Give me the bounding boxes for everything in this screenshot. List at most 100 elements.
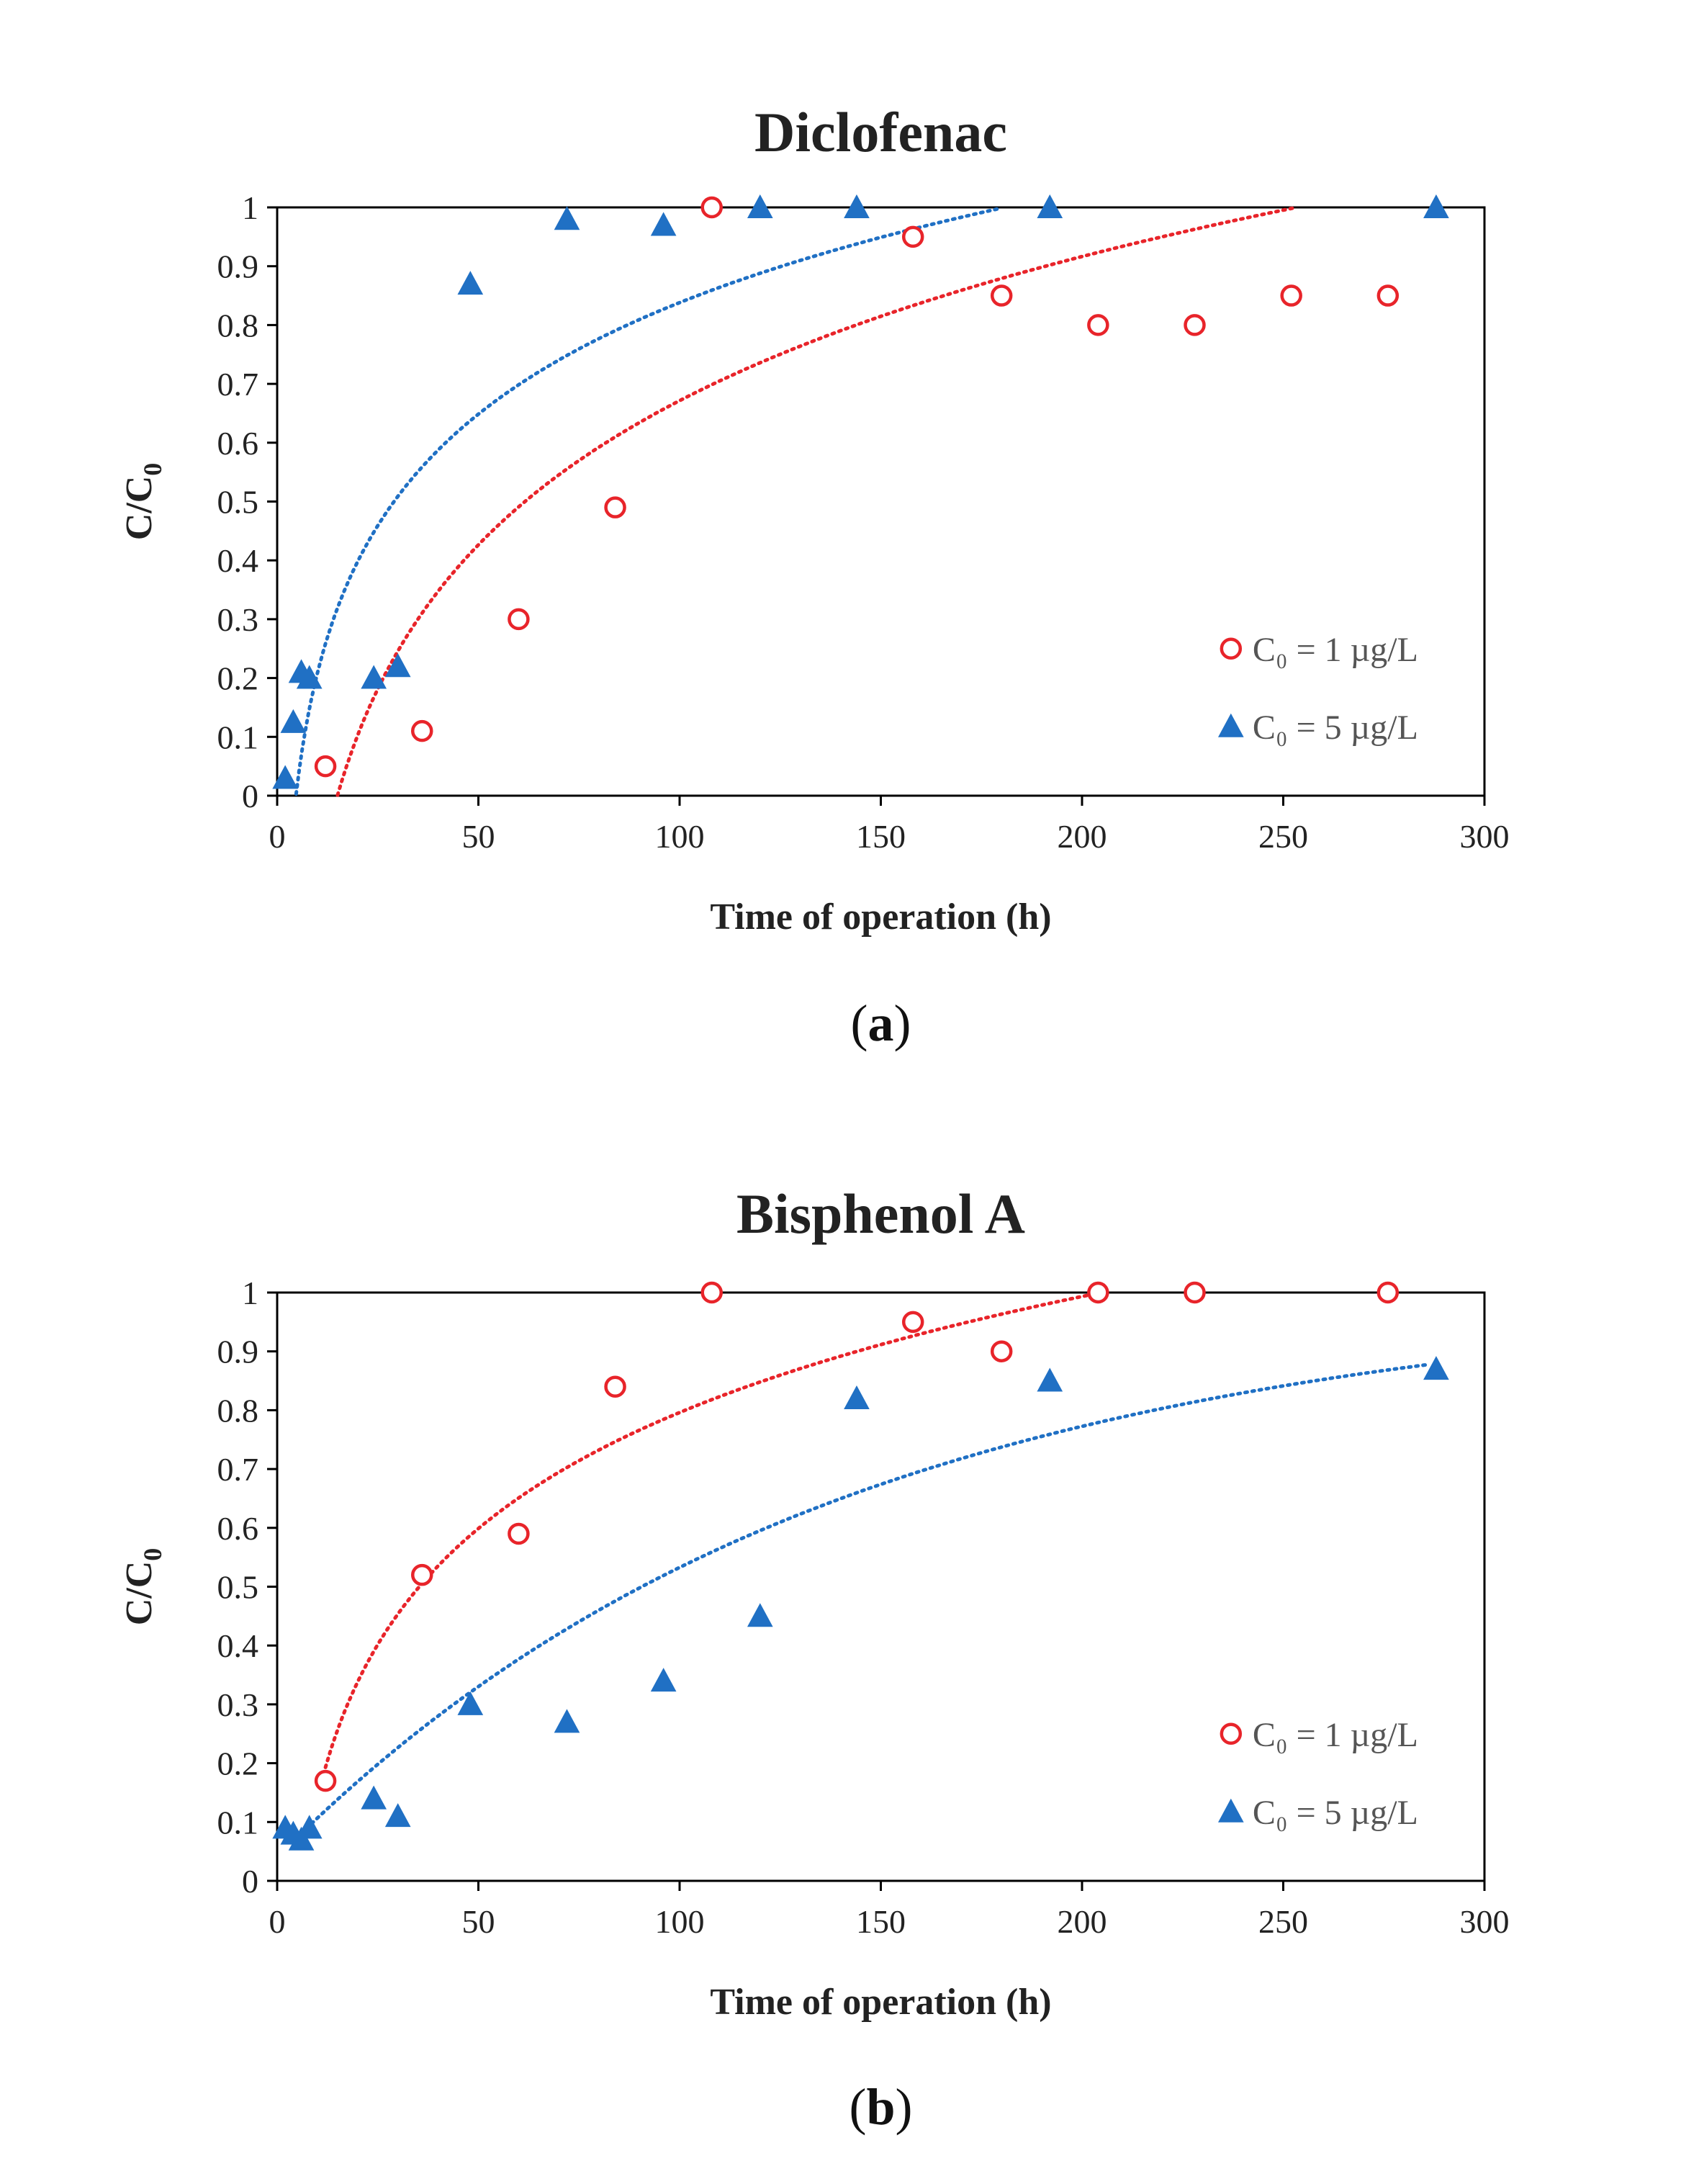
y-axis-label-main: C/C (119, 1561, 160, 1626)
chart-panel-a: Diclofenac00.10.20.30.40.50.60.70.80.910… (119, 101, 1510, 1052)
x-tick-label: 250 (1258, 818, 1308, 855)
legend-label: C₀ = 5 µg/L (1253, 1794, 1418, 1832)
data-point-c0-5 (554, 1709, 580, 1733)
y-tick-label: 0.5 (217, 484, 259, 521)
x-tick-label: 300 (1460, 818, 1510, 855)
data-point-c0-5 (1423, 194, 1449, 218)
data-point-c0-1 (1280, 284, 1302, 307)
data-point-c0-1 (1184, 1281, 1206, 1304)
y-axis-label: C/C0 (119, 1548, 167, 1626)
y-axis-label: C/C0 (119, 463, 167, 541)
legend-marker (1217, 713, 1244, 737)
y-tick-label: 0.4 (217, 1627, 259, 1664)
data-point-c0-5 (1423, 1356, 1449, 1380)
data-point-c0-1 (314, 755, 337, 778)
data-point-c0-5 (747, 194, 773, 218)
panel-caption: (a) (851, 994, 911, 1052)
data-point-c0-1 (508, 608, 530, 631)
x-tick-label: 50 (462, 1903, 495, 1940)
panel-caption-letter: b (866, 2078, 895, 2136)
x-tick-label: 100 (655, 818, 705, 855)
x-tick-label: 0 (269, 1903, 286, 1940)
data-point-c0-1 (901, 1311, 924, 1334)
legend-label: C₀ = 1 µg/L (1253, 631, 1418, 669)
data-point-c0-5 (844, 1385, 870, 1410)
trendline-c0-1 (323, 1291, 1100, 1769)
y-tick-label: 0.2 (217, 660, 259, 697)
data-point-c0-1 (1376, 284, 1400, 307)
data-point-c0-5 (384, 1803, 411, 1828)
y-axis-label-subscript: 0 (138, 1548, 167, 1561)
data-point-c0-1 (604, 1375, 626, 1398)
y-tick-label: 0.8 (217, 307, 259, 343)
x-tick-label: 300 (1460, 1903, 1510, 1940)
y-axis-label-subscript: 0 (138, 463, 167, 476)
chart-title: Bisphenol A (736, 1182, 1025, 1245)
legend-label: C₀ = 5 µg/L (1253, 709, 1418, 747)
y-tick-label: 0.3 (217, 601, 259, 638)
trendline-c0-5 (294, 206, 1004, 796)
x-tick-label: 200 (1058, 1903, 1107, 1940)
chart-panel-b: Bisphenol A 0 0.1 0.2 0.3 0.4 0.5 0.6 0.7 0.8 0.9 1… (119, 1182, 1510, 2136)
data-point-c0-5 (361, 665, 387, 689)
data-point-c0-5 (384, 653, 411, 678)
data-point-c0-5 (272, 765, 299, 789)
x-tick-label: 150 (856, 818, 906, 855)
x-tick-label: 0 (269, 818, 286, 855)
y-axis-label-main: C/C (119, 476, 160, 541)
y-tick-label: 0 (242, 778, 258, 814)
x-axis-label: Time of operation (h) (710, 896, 1051, 938)
y-tick-label: 0.2 (217, 1745, 259, 1782)
y-tick-label: 1 (242, 189, 258, 226)
x-tick-label: 50 (462, 818, 495, 855)
trendline-c0-1 (335, 205, 1298, 797)
data-point-c0-1 (700, 1281, 723, 1304)
y-tick-label: 0.1 (217, 719, 259, 755)
x-tick-label: 100 (655, 1903, 705, 1940)
y-tick-label: 0.6 (217, 1510, 259, 1547)
data-point-c0-5 (361, 1785, 387, 1810)
y-tick-label: 0.5 (217, 1569, 259, 1606)
data-point-c0-5 (1037, 1367, 1063, 1392)
data-point-c0-5 (296, 665, 323, 689)
data-point-c0-1 (901, 225, 924, 248)
legend-marker (1220, 1722, 1243, 1745)
data-point-c0-1 (1376, 1281, 1400, 1304)
data-point-c0-1 (410, 719, 433, 742)
data-point-c0-5 (296, 1815, 323, 1839)
x-tick-label: 250 (1258, 1903, 1308, 1940)
data-point-c0-5 (747, 1603, 773, 1627)
data-point-c0-5 (554, 206, 580, 230)
data-point-c0-1 (508, 1522, 530, 1545)
data-point-c0-5 (844, 194, 870, 218)
data-point-c0-1 (604, 496, 626, 518)
data-point-c0-1 (314, 1769, 337, 1792)
data-point-c0-5 (457, 1691, 484, 1715)
trendline-c0-5 (299, 1362, 1430, 1835)
data-point-c0-1 (410, 1563, 433, 1586)
y-tick-label: 0.9 (217, 1334, 259, 1370)
plot-area-border (276, 206, 1486, 797)
panel-caption-letter: a (868, 994, 894, 1052)
legend-marker (1220, 637, 1243, 660)
y-tick-label: 1 (242, 1275, 258, 1311)
data-point-c0-1 (1087, 1281, 1109, 1304)
data-point-c0-1 (990, 284, 1013, 307)
data-point-c0-5 (650, 212, 677, 236)
data-point-c0-1 (1184, 314, 1206, 336)
chart-title: Diclofenac (754, 101, 1007, 163)
y-tick-label: 0.4 (217, 542, 259, 579)
data-point-c0-5 (457, 271, 484, 295)
y-tick-label: 0.3 (217, 1686, 259, 1723)
legend-marker (1217, 1798, 1244, 1823)
y-tick-label: 0.1 (217, 1804, 259, 1841)
data-point-c0-5 (288, 1826, 315, 1851)
y-tick-label: 0.8 (217, 1392, 259, 1429)
x-tick-label: 200 (1058, 818, 1107, 855)
x-tick-label: 150 (856, 1903, 906, 1940)
y-tick-label: 0 (242, 1863, 258, 1900)
y-tick-label: 0.6 (217, 425, 259, 462)
data-point-c0-5 (1037, 194, 1063, 218)
data-point-c0-5 (650, 1668, 677, 1692)
